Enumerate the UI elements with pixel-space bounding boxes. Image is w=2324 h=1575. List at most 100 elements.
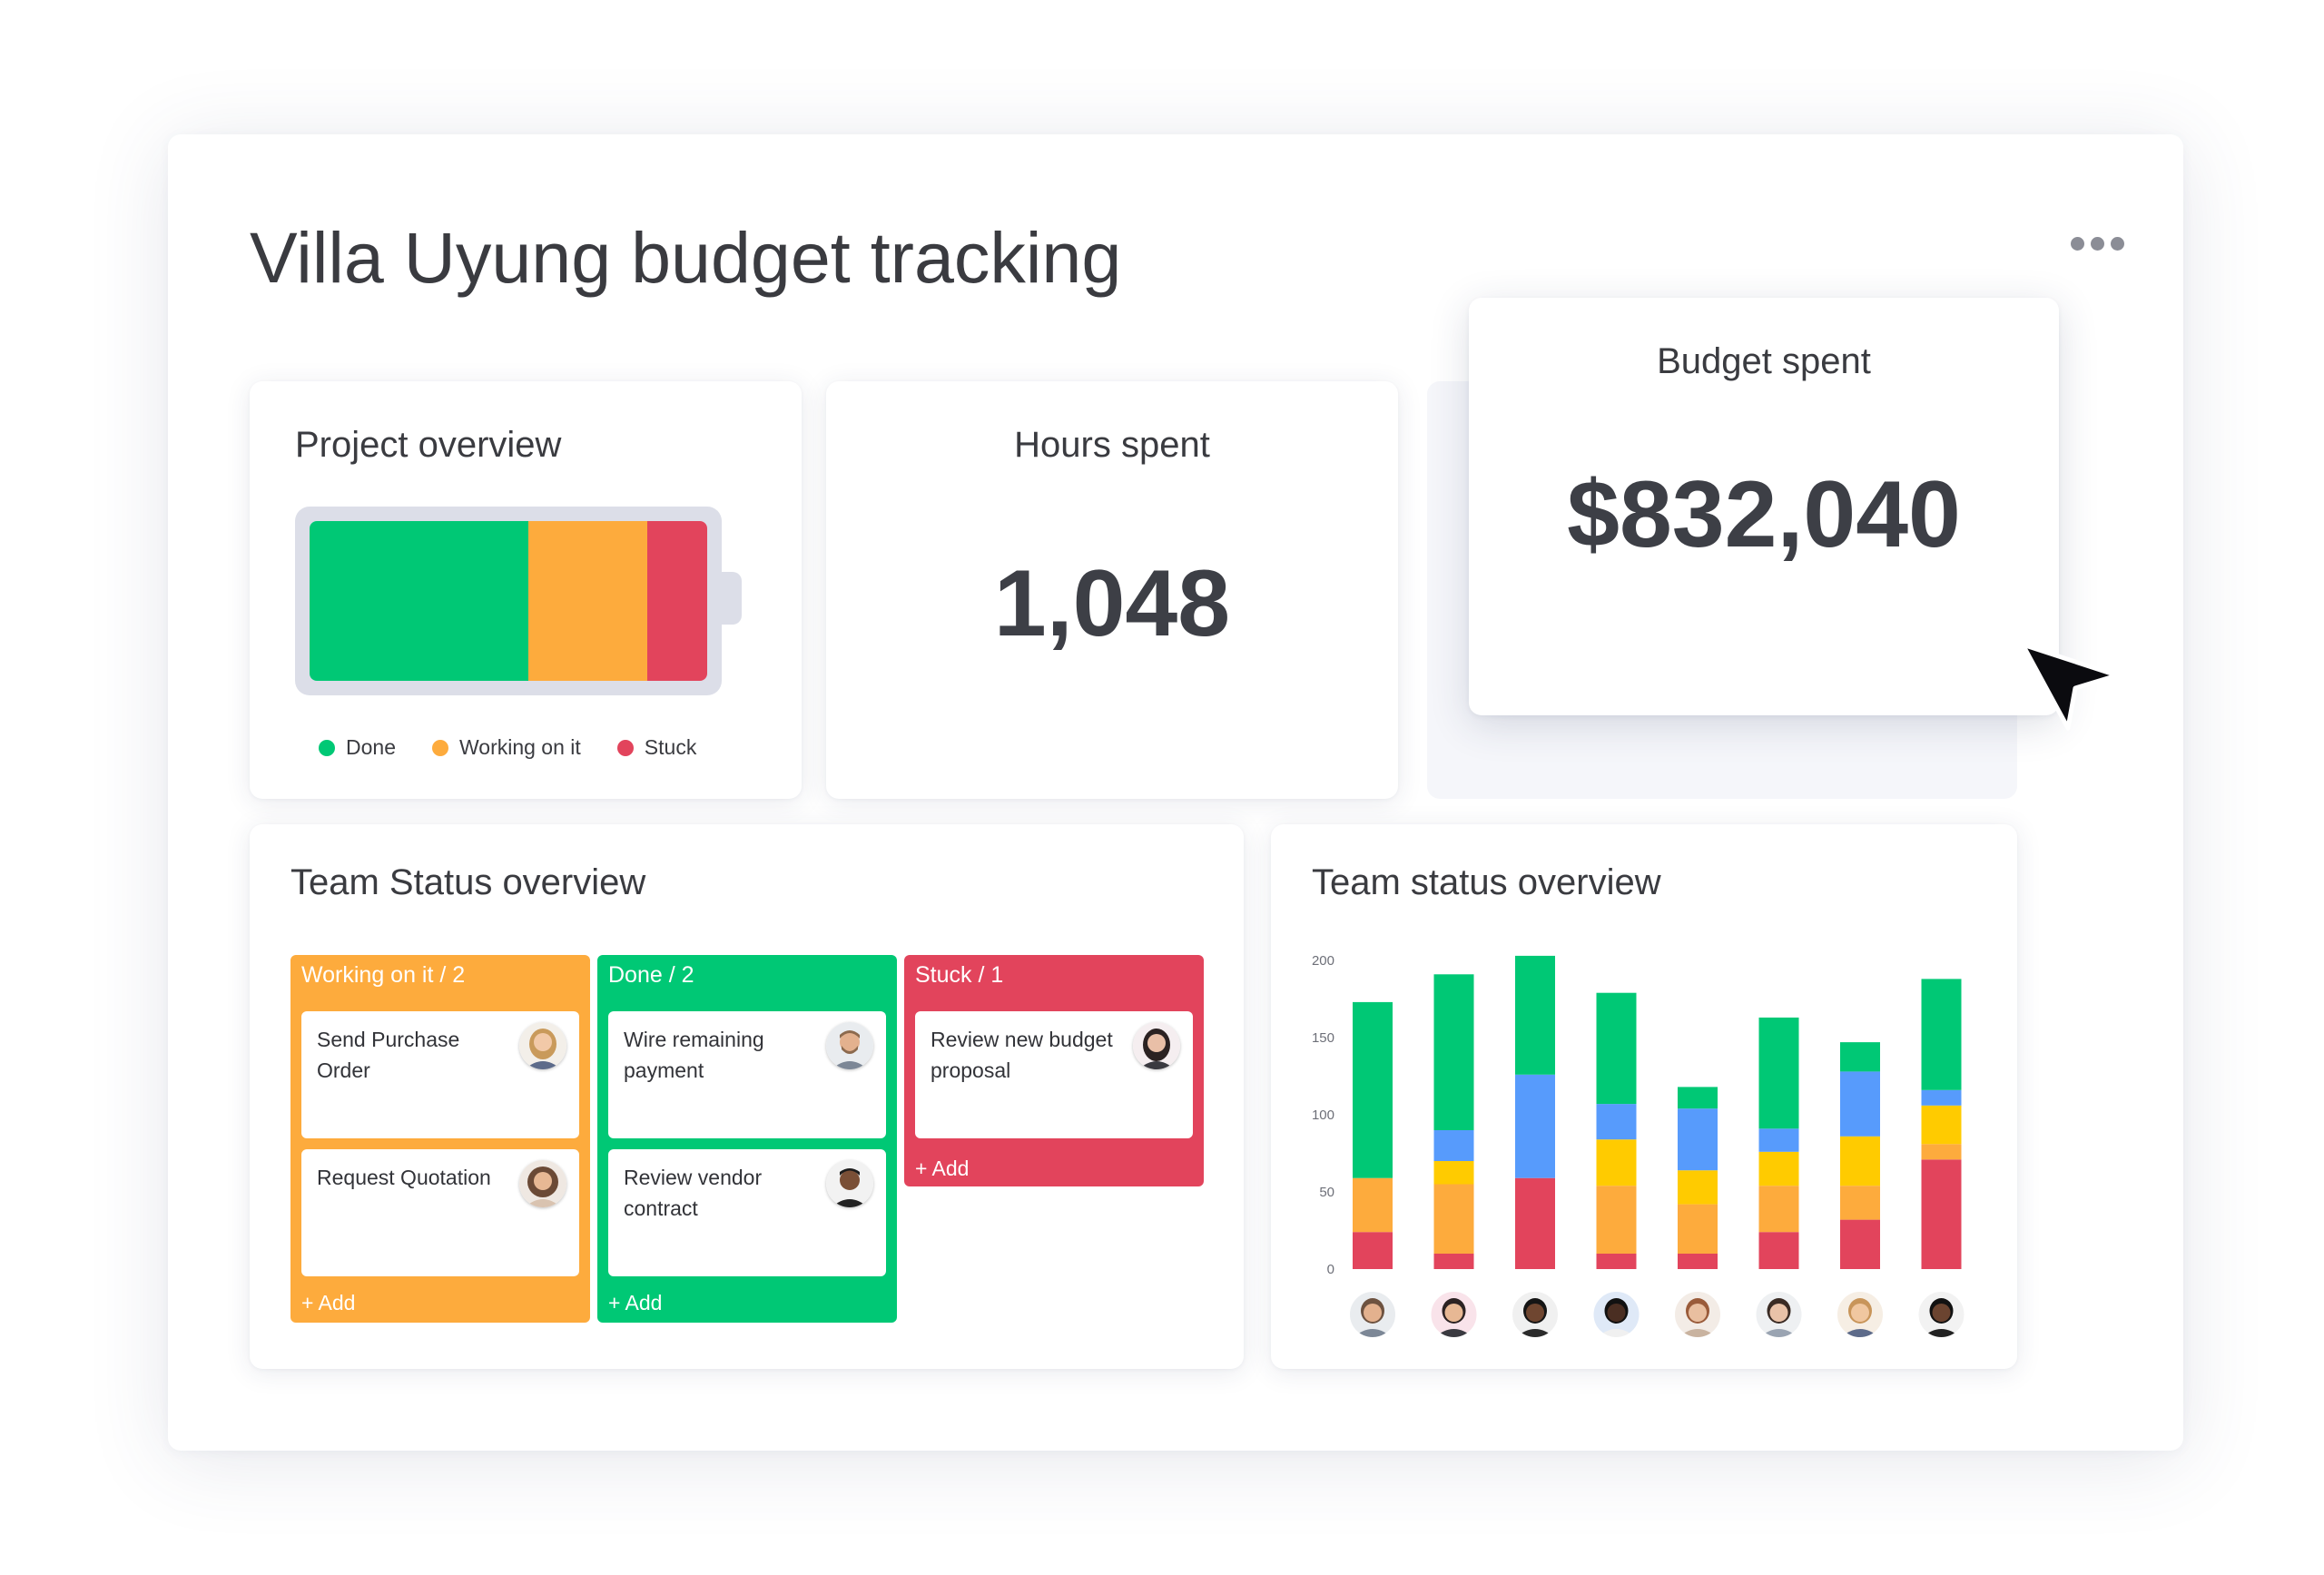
bar-segment[interactable]: [1840, 1219, 1880, 1269]
battery-fill: [310, 521, 707, 681]
bar-segment[interactable]: [1353, 1177, 1393, 1233]
bar-segment[interactable]: [1433, 1161, 1474, 1185]
column-header-stuck: Stuck / 1: [915, 962, 1004, 988]
avatar-woman-1[interactable]: [1429, 1290, 1479, 1339]
bar-segment[interactable]: [1921, 979, 1962, 1090]
bar-segment[interactable]: [1678, 1254, 1718, 1269]
bar-segment[interactable]: [1758, 1017, 1799, 1129]
y-tick-label: 200: [1312, 953, 1334, 969]
task-card[interactable]: Review new budget proposal: [915, 1011, 1193, 1138]
bar-segment[interactable]: [1596, 1104, 1637, 1140]
legend-dot-done: [319, 739, 335, 756]
bar-segment[interactable]: [1433, 1184, 1474, 1255]
task-name: Wire remaining payment: [624, 1028, 764, 1082]
bar-segment[interactable]: [1515, 1074, 1555, 1178]
bar-segment[interactable]: [1515, 955, 1555, 1075]
y-tick-label: 150: [1312, 1030, 1334, 1046]
project-overview-title: Project overview: [295, 425, 562, 465]
team-status-kanban-card: Team Status overview Working on it / 2 S…: [250, 824, 1244, 1369]
column-header-working: Working on it / 2: [301, 962, 466, 988]
hours-spent-title: Hours spent: [1014, 425, 1210, 465]
mouse-pointer-icon: [2020, 642, 2120, 731]
task-card[interactable]: Request Quotation: [301, 1149, 579, 1276]
legend-working: Working on it: [431, 735, 581, 760]
hours-spent-card: Hours spent 1,048: [826, 381, 1398, 799]
task-name: Review vendor contract: [624, 1166, 763, 1220]
bar-segment[interactable]: [1596, 1139, 1637, 1186]
bar-segment[interactable]: [1433, 974, 1474, 1130]
avatar-man-3[interactable]: [1754, 1290, 1804, 1339]
legend-done: Done: [319, 735, 396, 760]
battery-segment-done: [310, 521, 528, 681]
bar-segment[interactable]: [1758, 1151, 1799, 1186]
bar-segment[interactable]: [1353, 1001, 1393, 1178]
bar-segment[interactable]: [1921, 1159, 1962, 1269]
battery-cap: [720, 572, 742, 625]
kanban-title: Team Status overview: [290, 862, 646, 902]
bar-segment[interactable]: [1758, 1128, 1799, 1152]
bar-segment[interactable]: [1678, 1170, 1718, 1205]
avatar-man-2[interactable]: [1511, 1290, 1560, 1339]
avatar-man-dark[interactable]: [826, 1160, 873, 1207]
legend-label-stuck: Stuck: [644, 735, 697, 759]
avatar-man-1[interactable]: [1348, 1290, 1397, 1339]
avatar-man-4[interactable]: [1916, 1290, 1966, 1339]
avatar-woman-dark-hair[interactable]: [1133, 1022, 1180, 1069]
bar-segment[interactable]: [1515, 1177, 1555, 1269]
column-header-done: Done / 2: [608, 962, 694, 988]
y-tick-label: 0: [1327, 1262, 1334, 1277]
bar-segment[interactable]: [1840, 1186, 1880, 1220]
avatar-woman-blonde[interactable]: [519, 1022, 566, 1069]
task-card[interactable]: Wire remaining payment: [608, 1011, 886, 1138]
battery-segment-stuck: [647, 521, 707, 681]
bar-segment[interactable]: [1433, 1254, 1474, 1269]
legend-stuck: Stuck: [616, 735, 697, 760]
bar-segment[interactable]: [1596, 1254, 1637, 1269]
y-tick-label: 50: [1319, 1185, 1334, 1200]
budget-spent-title: Budget spent: [1657, 341, 1871, 381]
kanban-column-working: Working on it / 2 Send Purchase Order Re…: [290, 955, 590, 1323]
legend-dot-stuck: [616, 739, 634, 756]
dashboard-board: Villa Uyung budget tracking Project over…: [168, 134, 2183, 1451]
task-card[interactable]: Send Purchase Order: [301, 1011, 579, 1138]
stacked-bar-chart: 0 50 100 150 200: [1312, 953, 1966, 1339]
avatar-woman-2[interactable]: [1591, 1290, 1641, 1339]
bar-segment[interactable]: [1596, 1186, 1637, 1254]
bar-segment[interactable]: [1921, 1144, 1962, 1160]
bar-segment[interactable]: [1840, 1071, 1880, 1137]
bar-segment[interactable]: [1678, 1108, 1718, 1171]
avatar-woman-4[interactable]: [1836, 1290, 1885, 1339]
bar-segment[interactable]: [1758, 1232, 1799, 1269]
hours-spent-value: 1,048: [993, 551, 1231, 656]
budget-spent-card[interactable]: Budget spent $832,040: [1469, 298, 2059, 715]
task-card[interactable]: Review vendor contract: [608, 1149, 886, 1276]
add-task-button[interactable]: + Add: [915, 1157, 970, 1180]
bar-segment[interactable]: [1596, 992, 1637, 1105]
project-overview-card: Project overview Done Working on it Stuc…: [250, 381, 802, 799]
task-name: Review new budget proposal: [931, 1028, 1113, 1082]
avatar-woman-curly[interactable]: [519, 1160, 566, 1207]
legend-label-done: Done: [346, 735, 396, 759]
y-tick-label: 100: [1312, 1107, 1334, 1123]
bar-segment[interactable]: [1921, 1089, 1962, 1106]
bar-segment[interactable]: [1840, 1136, 1880, 1186]
legend-dot-working: [431, 739, 448, 756]
add-task-button[interactable]: + Add: [301, 1291, 356, 1314]
bar-segment[interactable]: [1840, 1042, 1880, 1072]
battery-segment-working: [527, 521, 648, 681]
add-task-button[interactable]: + Add: [608, 1291, 663, 1314]
bar-segment[interactable]: [1433, 1130, 1474, 1161]
more-horizontal-icon[interactable]: [2061, 225, 2133, 261]
task-name: Request Quotation: [317, 1166, 491, 1189]
legend-label-working: Working on it: [458, 735, 581, 759]
bar-segment[interactable]: [1921, 1105, 1962, 1145]
avatar-man-beard[interactable]: [826, 1022, 873, 1069]
kanban-column-stuck: Stuck / 1 Review new budget proposal + A…: [904, 955, 1204, 1186]
bar-segment[interactable]: [1353, 1232, 1393, 1269]
kanban-column-done: Done / 2 Wire remaining payment Review v…: [597, 955, 897, 1323]
bar-segment[interactable]: [1758, 1186, 1799, 1233]
page-title: Villa Uyung budget tracking: [250, 217, 1122, 298]
avatar-woman-3[interactable]: [1673, 1290, 1722, 1339]
bar-segment[interactable]: [1678, 1087, 1718, 1109]
bar-segment[interactable]: [1678, 1204, 1718, 1254]
